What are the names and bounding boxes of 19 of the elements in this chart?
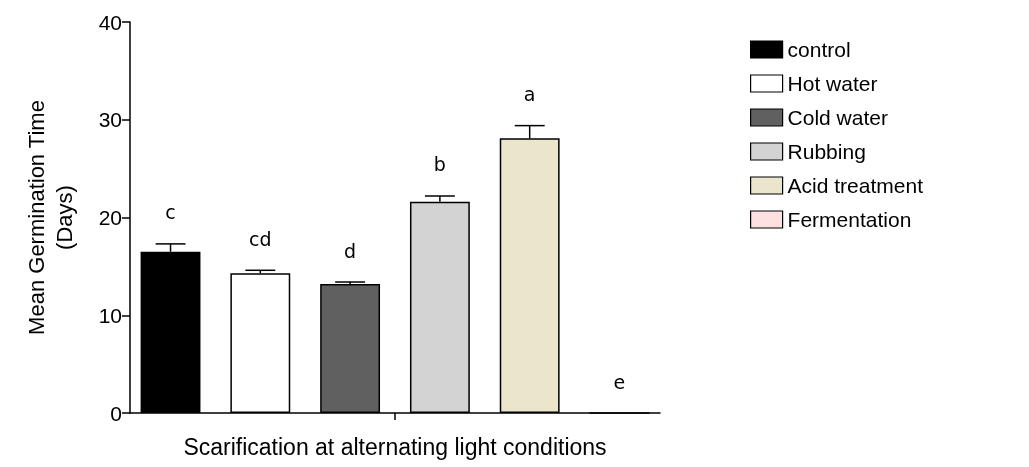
x-axis-title: Scarification at alternating light conditions	[183, 433, 607, 460]
y-axis-title: Mean Germination Time (Days)	[23, 100, 77, 335]
y-tick-label: 30	[98, 108, 122, 132]
annotation: c	[165, 201, 176, 224]
annotation: b	[433, 153, 446, 176]
legend-label: Hot water	[787, 72, 878, 95]
annotation: d	[344, 239, 357, 262]
annotation: a	[523, 83, 536, 106]
annotation: e	[613, 370, 626, 393]
legend-label: Fermentation	[787, 208, 912, 231]
annotation: cd	[249, 227, 272, 250]
legend-label: Cold water	[787, 106, 888, 129]
legend-label: Rubbing	[787, 140, 866, 163]
y-tick-label: 0	[110, 401, 122, 425]
y-tick-label: 40	[98, 10, 122, 34]
legend-label: Acid treatment	[787, 174, 924, 197]
legend-label: control	[787, 38, 851, 61]
y-tick-label: 20	[98, 206, 122, 229]
y-tick-label: 10	[98, 303, 122, 327]
